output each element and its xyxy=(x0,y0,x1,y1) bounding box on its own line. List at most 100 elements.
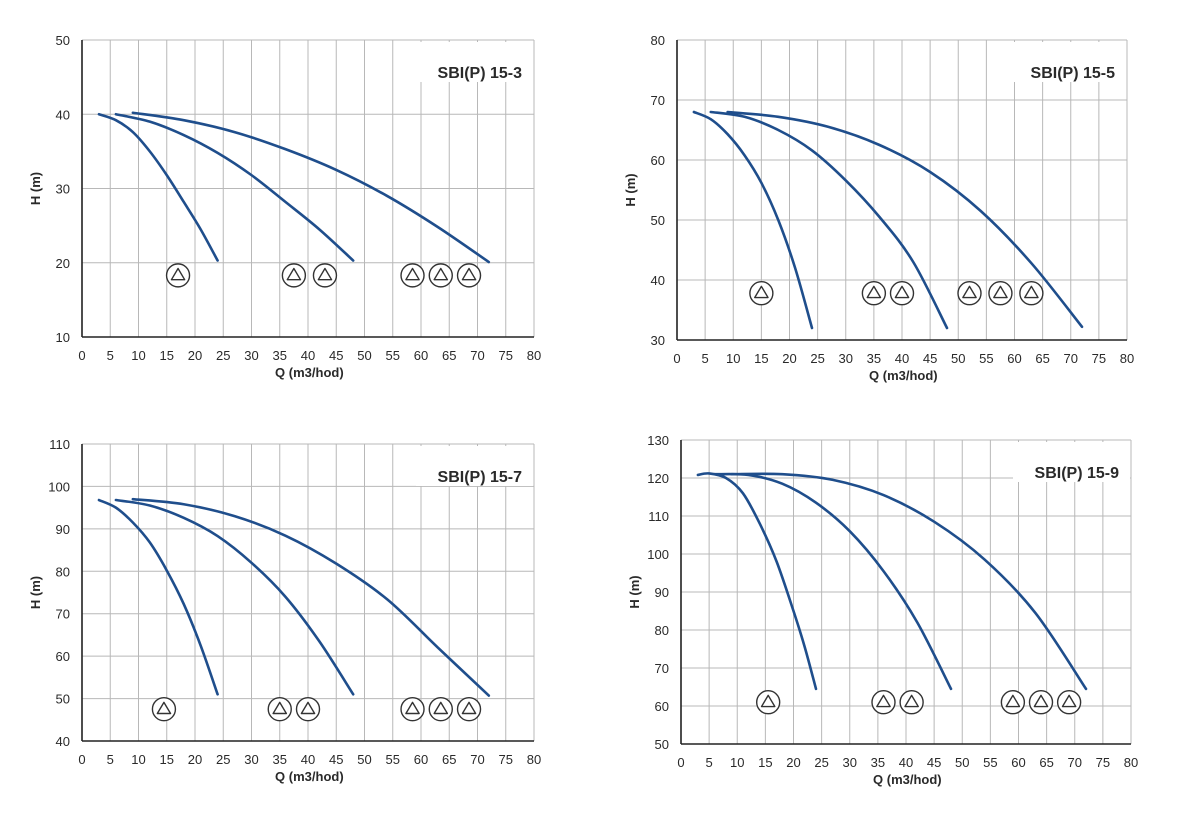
y-axis-title: H (m) xyxy=(623,173,638,206)
y-tick-label: 50 xyxy=(56,33,70,48)
x-tick-label: 0 xyxy=(78,348,85,363)
x-tick-label: 20 xyxy=(782,351,796,366)
stage-markers xyxy=(755,690,1082,715)
chart-panel: 0 5 10 15 20 25 30 35 40 45 50 55 60 65 70 75 80 50 60 70 80… xyxy=(589,404,1178,808)
x-tick-label: 0 xyxy=(78,752,85,767)
pump-curve-chart: 0 5 10 15 20 25 30 35 40 45 50 55 60 65 70 75 80 40 50 60 70… xyxy=(28,437,541,784)
x-tick-label: 50 xyxy=(955,755,969,770)
pump-curve-chart: 0 5 10 15 20 25 30 35 40 45 50 55 60 65 70 75 80 10 20 30 40… xyxy=(28,33,541,380)
pump-stage-icon xyxy=(456,263,482,288)
y-tick-label: 130 xyxy=(647,433,669,448)
x-tick-label: 50 xyxy=(357,348,371,363)
x-tick-label: 45 xyxy=(329,348,343,363)
x-tick-label: 65 xyxy=(442,348,456,363)
x-tick-label: 25 xyxy=(810,351,824,366)
x-tick-label: 25 xyxy=(216,752,230,767)
stage-markers xyxy=(151,696,482,722)
model-label-background xyxy=(1013,442,1130,482)
pump-stage-icon xyxy=(295,696,321,722)
x-tick-label: 10 xyxy=(726,351,740,366)
pump-stage-icon xyxy=(428,696,453,722)
pump-stage-icon xyxy=(400,696,425,722)
y-tick-label: 80 xyxy=(655,623,669,638)
pump-curve-chart: 0 5 10 15 20 25 30 35 40 45 50 55 60 65 70 75 80 30 40 50 60… xyxy=(623,33,1134,383)
pump-curve-line xyxy=(114,112,355,262)
pump-stage-icon xyxy=(428,263,453,288)
x-tick-label: 30 xyxy=(839,351,853,366)
y-tick-label: 60 xyxy=(56,649,70,664)
x-axis-title: Q (m3/hod) xyxy=(873,772,942,787)
pump-curve-line xyxy=(692,110,814,330)
x-tick-label: 75 xyxy=(499,752,513,767)
chart-panel: 0 5 10 15 20 25 30 35 40 45 50 55 60 65 70 75 80 40 50 60 70… xyxy=(0,404,589,808)
pump-stage-icon xyxy=(1019,281,1044,306)
x-tick-label: 20 xyxy=(188,752,202,767)
x-tick-label: 50 xyxy=(357,752,371,767)
pump-stage-icon xyxy=(988,281,1013,306)
stage-markers xyxy=(165,263,482,288)
curves xyxy=(692,110,1084,330)
x-tick-label: 80 xyxy=(1120,351,1134,366)
pump-stage-icon xyxy=(151,696,177,722)
x-tick-label: 10 xyxy=(730,755,744,770)
x-tick-label: 45 xyxy=(329,752,343,767)
y-tick-label: 70 xyxy=(655,661,669,676)
pump-stage-icon xyxy=(400,263,425,288)
x-tick-label: 50 xyxy=(951,351,965,366)
x-tick-label: 0 xyxy=(677,755,684,770)
y-tick-label: 90 xyxy=(655,585,669,600)
x-tick-label: 35 xyxy=(867,351,881,366)
x-tick-label: 80 xyxy=(527,752,541,767)
y-tick-label: 50 xyxy=(56,692,70,707)
chart-panel: 0 5 10 15 20 25 30 35 40 45 50 55 60 65 70 75 80 10 20 30 40… xyxy=(0,0,589,404)
pump-curve-line xyxy=(131,111,491,264)
pump-stage-icon xyxy=(312,263,338,288)
x-tick-label: 35 xyxy=(273,348,287,363)
y-tick-label: 100 xyxy=(647,547,669,562)
y-tick-label: 110 xyxy=(49,437,70,452)
pump-stage-icon xyxy=(871,690,896,715)
pump-curve-line xyxy=(114,498,355,696)
pump-stage-icon xyxy=(1056,690,1082,715)
x-tick-label: 60 xyxy=(1007,351,1021,366)
y-tick-label: 70 xyxy=(56,607,70,622)
x-tick-label: 40 xyxy=(301,348,315,363)
grid xyxy=(82,443,535,741)
pump-curve-line xyxy=(131,497,491,697)
x-tick-label: 65 xyxy=(442,752,456,767)
x-tick-label: 25 xyxy=(216,348,230,363)
x-tick-label: 5 xyxy=(107,752,114,767)
x-tick-label: 60 xyxy=(414,752,428,767)
pump-stage-icon xyxy=(749,281,774,306)
y-tick-label: 40 xyxy=(56,734,70,749)
chart-panel: 0 5 10 15 20 25 30 35 40 45 50 55 60 65 70 75 80 30 40 50 60… xyxy=(589,0,1178,404)
pump-stage-icon xyxy=(267,696,292,722)
model-label: SBI(P) 15-5 xyxy=(1031,65,1116,82)
x-axis-title: Q (m3/hod) xyxy=(869,368,938,383)
x-tick-label: 15 xyxy=(160,752,174,767)
y-tick-label: 20 xyxy=(56,256,70,271)
pump-stage-icon xyxy=(456,696,482,722)
y-tick-label: 90 xyxy=(56,522,70,537)
x-tick-label: 80 xyxy=(1124,755,1138,770)
x-tick-label: 5 xyxy=(107,348,114,363)
model-label-background xyxy=(1009,42,1126,82)
x-tick-label: 30 xyxy=(843,755,857,770)
y-axis-title: H (m) xyxy=(28,576,43,609)
x-axis-title: Q (m3/hod) xyxy=(275,365,344,380)
y-tick-label: 80 xyxy=(651,33,665,48)
x-tick-label: 35 xyxy=(273,752,287,767)
x-tick-label: 20 xyxy=(786,755,800,770)
pump-stage-icon xyxy=(755,690,781,715)
x-tick-label: 15 xyxy=(754,351,768,366)
x-tick-label: 60 xyxy=(1011,755,1025,770)
y-axis-title: H (m) xyxy=(28,172,43,205)
x-tick-label: 70 xyxy=(470,752,484,767)
x-tick-label: 30 xyxy=(244,348,258,363)
pump-stage-icon xyxy=(281,263,307,288)
x-tick-label: 80 xyxy=(527,348,541,363)
y-tick-label: 30 xyxy=(651,333,665,348)
model-label: SBI(P) 15-9 xyxy=(1035,465,1120,482)
x-tick-label: 15 xyxy=(160,348,174,363)
